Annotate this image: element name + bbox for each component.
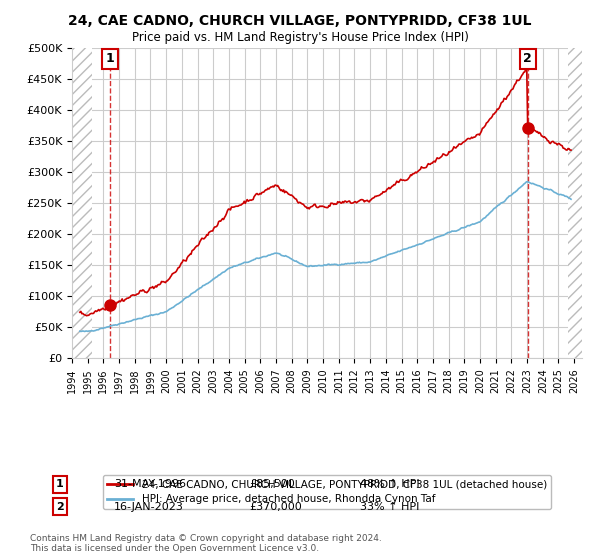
Text: 2: 2 [56,502,64,512]
Text: 16-JAN-2023: 16-JAN-2023 [114,502,184,512]
Text: 24, CAE CADNO, CHURCH VILLAGE, PONTYPRIDD, CF38 1UL: 24, CAE CADNO, CHURCH VILLAGE, PONTYPRID… [68,14,532,28]
Text: 1: 1 [106,52,115,66]
Text: 31-MAY-1996: 31-MAY-1996 [114,479,186,489]
Text: 48% ↑ HPI: 48% ↑ HPI [360,479,419,489]
Text: 33% ↑ HPI: 33% ↑ HPI [360,502,419,512]
Legend: 24, CAE CADNO, CHURCH VILLAGE, PONTYPRIDD, CF38 1UL (detached house), HPI: Avera: 24, CAE CADNO, CHURCH VILLAGE, PONTYPRID… [103,475,551,508]
Text: Price paid vs. HM Land Registry's House Price Index (HPI): Price paid vs. HM Land Registry's House … [131,31,469,44]
Text: 2: 2 [523,52,532,66]
Text: Contains HM Land Registry data © Crown copyright and database right 2024.
This d: Contains HM Land Registry data © Crown c… [30,534,382,553]
Bar [568,48,582,358]
Text: 1: 1 [56,479,64,489]
Text: £85,500: £85,500 [249,479,295,489]
Text: £370,000: £370,000 [249,502,302,512]
Bar [72,48,92,358]
